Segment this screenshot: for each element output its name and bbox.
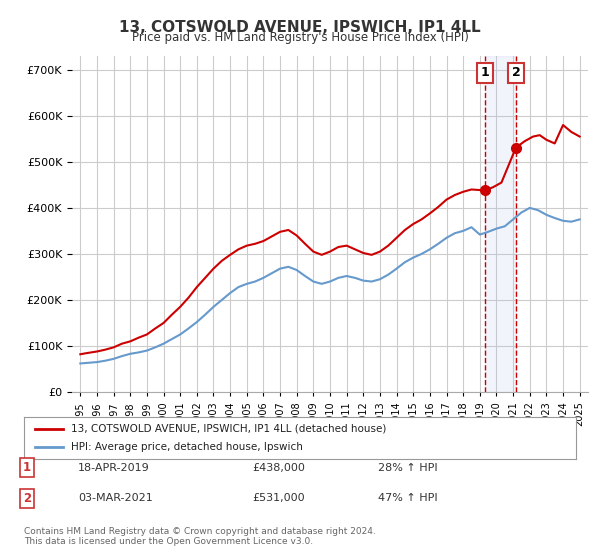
Text: 13, COTSWOLD AVENUE, IPSWICH, IP1 4LL: 13, COTSWOLD AVENUE, IPSWICH, IP1 4LL [119, 20, 481, 35]
Text: 47% ↑ HPI: 47% ↑ HPI [378, 493, 437, 503]
Text: 13, COTSWOLD AVENUE, IPSWICH, IP1 4LL (detached house): 13, COTSWOLD AVENUE, IPSWICH, IP1 4LL (d… [71, 424, 386, 434]
Text: £438,000: £438,000 [252, 463, 305, 473]
Text: 18-APR-2019: 18-APR-2019 [78, 463, 150, 473]
Bar [485, 56, 516, 392]
Text: £531,000: £531,000 [252, 493, 305, 503]
Text: 2: 2 [512, 66, 520, 80]
Text: 1: 1 [23, 461, 31, 474]
Text: 03-MAR-2021: 03-MAR-2021 [78, 493, 153, 503]
Text: 28% ↑ HPI: 28% ↑ HPI [378, 463, 437, 473]
Text: Contains HM Land Registry data © Crown copyright and database right 2024.
This d: Contains HM Land Registry data © Crown c… [24, 526, 376, 546]
Text: 1: 1 [481, 66, 489, 80]
Text: 2: 2 [23, 492, 31, 505]
Text: Price paid vs. HM Land Registry's House Price Index (HPI): Price paid vs. HM Land Registry's House … [131, 31, 469, 44]
Text: HPI: Average price, detached house, Ipswich: HPI: Average price, detached house, Ipsw… [71, 442, 303, 452]
